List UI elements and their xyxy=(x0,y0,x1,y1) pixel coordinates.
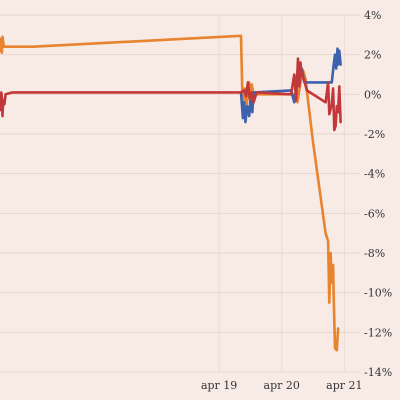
x-tick-label: apr 20 xyxy=(264,379,300,392)
y-tick-label: -2% xyxy=(364,128,385,141)
y-tick-label: -8% xyxy=(364,247,385,260)
x-axis: apr 19 apr 20 apr 21 xyxy=(201,379,363,392)
series-line-3 xyxy=(0,57,342,132)
y-axis: 4% 2% 0% -2% -4% -6% -8% -10% -12% -14% xyxy=(364,9,392,379)
y-tick-label: -4% xyxy=(364,168,385,181)
y-tick-label: 0% xyxy=(364,88,381,101)
y-tick-label: -10% xyxy=(364,287,392,300)
y-tick-label: -12% xyxy=(364,326,392,339)
y-tick-label: -14% xyxy=(364,366,392,379)
series-line-2 xyxy=(239,47,342,124)
grid xyxy=(0,14,360,373)
series-group xyxy=(0,34,342,352)
y-tick-label: 2% xyxy=(364,49,381,62)
y-tick-label: 4% xyxy=(364,9,381,22)
series-line-1 xyxy=(0,34,340,352)
y-tick-label: -6% xyxy=(364,207,385,220)
x-tick-label: apr 21 xyxy=(326,379,362,392)
x-tick-label: apr 19 xyxy=(201,379,237,392)
